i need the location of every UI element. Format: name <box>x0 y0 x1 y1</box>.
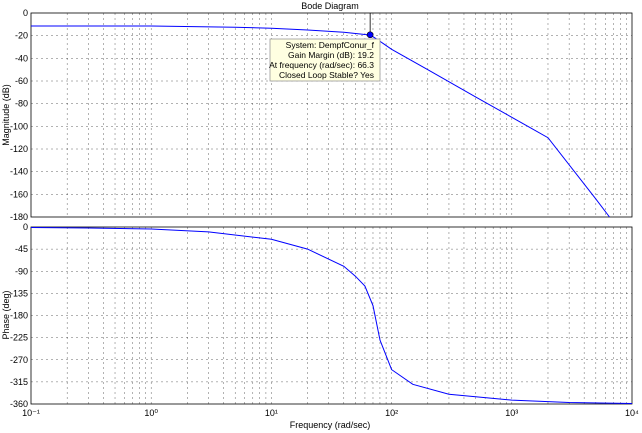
x-tick-label: 10³ <box>505 408 518 418</box>
phase-y-tick-label: -270 <box>10 355 28 365</box>
phase-y-tick-label: -225 <box>10 333 28 343</box>
phase-y-axis-label: Phase (deg) <box>1 290 11 339</box>
magnitude-series <box>31 13 610 218</box>
x-tick-label: 10¹ <box>265 408 278 418</box>
magnitude-y-tick-label: 0 <box>23 8 28 18</box>
magnitude-y-tick-label: -80 <box>15 99 28 109</box>
datatip-line: Gain Margin (dB): 19.2 <box>288 50 374 60</box>
magnitude-y-tick-label: -60 <box>15 76 28 86</box>
x-axis-label: Frequency (rad/sec) <box>290 420 371 430</box>
magnitude-y-tick-label: -180 <box>10 212 28 222</box>
phase-line <box>30 227 633 404</box>
phase-series <box>30 227 633 404</box>
phase-y-tick-label: 0 <box>23 222 28 232</box>
gain-margin-marker[interactable] <box>366 31 374 39</box>
x-tick-label: 10² <box>385 408 398 418</box>
phase-y-tick-label: -180 <box>10 311 28 321</box>
phase-y-tick-label: -90 <box>15 266 28 276</box>
phase-y-tick-label: -135 <box>10 288 28 298</box>
magnitude-y-tick-label: -100 <box>10 121 28 131</box>
magnitude-y-tick-label: -40 <box>15 53 28 63</box>
datatip-line: Closed Loop Stable? Yes <box>279 70 374 80</box>
magnitude-grid <box>31 13 632 217</box>
phase-y-tick-label: -315 <box>10 377 28 387</box>
magnitude-y-ticks: 0 -20 -40 -60 -80 -100 -120 -140 -160 -180 <box>10 8 28 222</box>
phase-grid <box>31 227 632 404</box>
datatip-line: System: DempfConur_f <box>286 40 375 50</box>
magnitude-line <box>31 25 610 218</box>
phase-y-tick-label: -360 <box>10 399 28 409</box>
datatip-box <box>269 38 381 82</box>
phase-y-tick-label: -45 <box>15 244 28 254</box>
gain-margin-datatip[interactable]: System: DempfConur_f Gain Margin (dB): 1… <box>269 38 381 82</box>
chart-title: Bode Diagram <box>301 1 359 11</box>
frequency-x-ticks: 10⁻¹ 10⁰ 10¹ 10² 10³ 10⁴ <box>22 408 639 418</box>
magnitude-y-tick-label: -120 <box>10 144 28 154</box>
x-tick-label: 10⁰ <box>144 408 158 418</box>
magnitude-y-axis-label: Magnitude (dB) <box>1 84 11 146</box>
magnitude-y-tick-label: -160 <box>10 189 28 199</box>
x-tick-label: 10⁻¹ <box>22 408 40 418</box>
magnitude-y-tick-label: -140 <box>10 167 28 177</box>
phase-panel: 0 -45 -90 -135 -180 -225 -270 -315 -360 Phase (d… <box>1 222 633 409</box>
phase-y-ticks: 0 -45 -90 -135 -180 -225 -270 -315 -360 <box>10 222 28 409</box>
datatip-line: At frequency (rad/sec): 66.3 <box>269 60 374 70</box>
magnitude-y-tick-label: -20 <box>15 31 28 41</box>
x-tick-label: 10⁴ <box>625 408 639 418</box>
